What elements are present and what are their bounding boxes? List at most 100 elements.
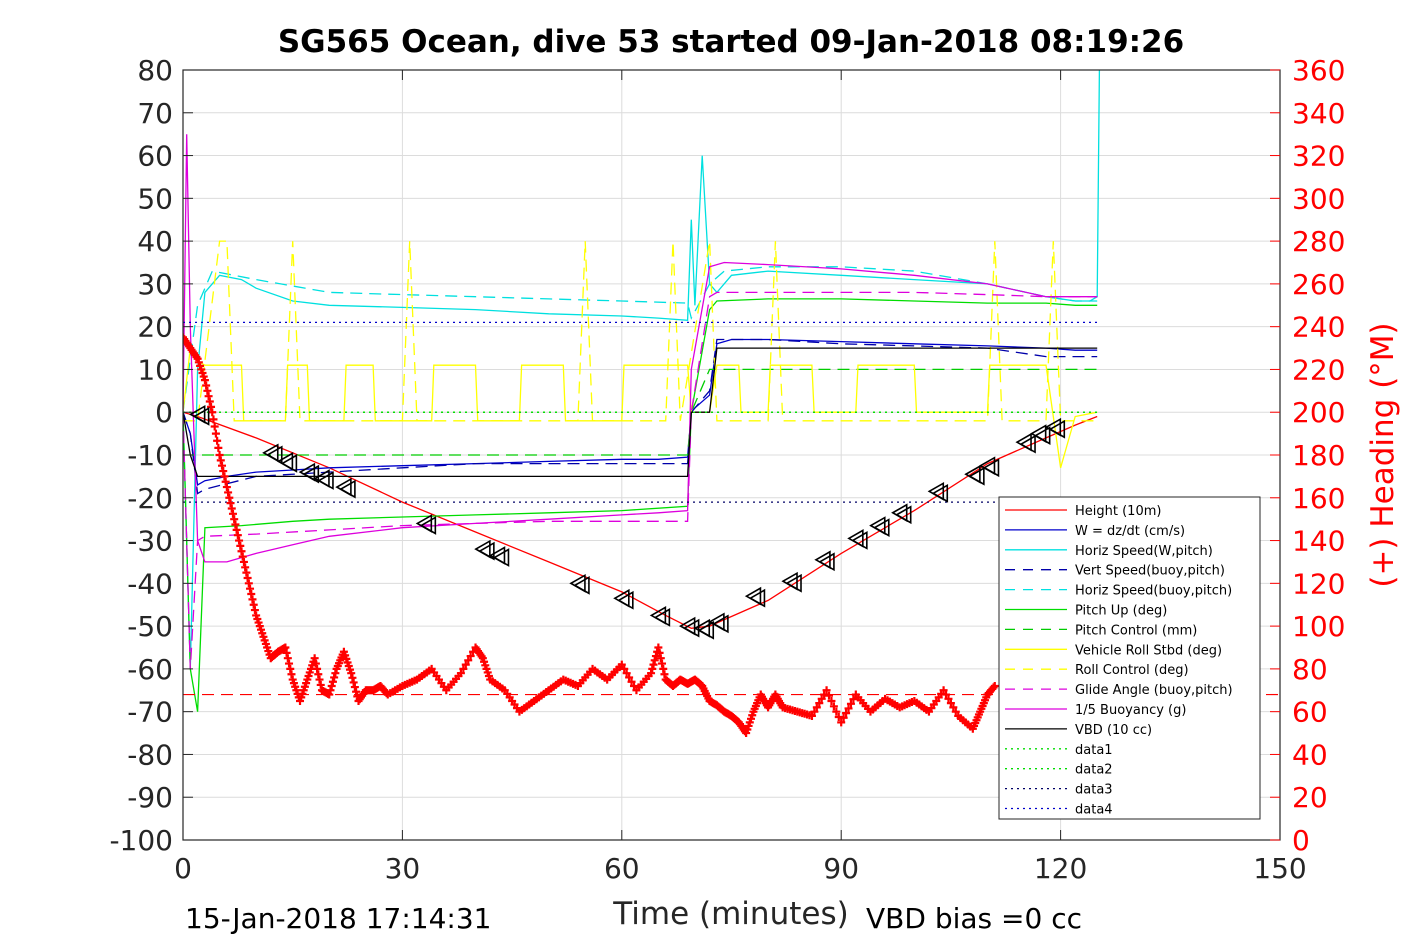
series-layer	[183, 70, 1280, 712]
heading-point	[219, 467, 228, 476]
heading-point	[202, 381, 211, 390]
heading-point	[236, 541, 245, 550]
x-axis-tick-labels: 0 30 60 90 120 150	[174, 852, 1307, 885]
heading-point	[237, 547, 246, 556]
right-tick-label: 240	[1292, 311, 1345, 344]
legend-entry-label: data2	[1075, 763, 1113, 778]
waypoint-marker	[1048, 419, 1066, 439]
heading-point	[654, 643, 663, 652]
right-tick-label: 320	[1292, 140, 1345, 173]
heading-point	[227, 504, 236, 513]
waypoint-marker	[317, 471, 334, 490]
waypoint-marker	[712, 614, 729, 634]
heading-point	[200, 376, 209, 385]
heading-point	[990, 682, 999, 690]
heading-point	[315, 675, 324, 684]
heading-point	[625, 673, 634, 682]
heading-point	[242, 568, 251, 577]
waypoint-marker	[653, 608, 671, 627]
heading-point	[249, 600, 258, 609]
legend-entry-label: Horiz Speed(buoy,pitch)	[1075, 584, 1232, 599]
legend-entry-label: data1	[1075, 743, 1113, 758]
waypoint-marker	[573, 575, 590, 595]
heading-point	[348, 673, 357, 682]
right-tick-label: 80	[1292, 653, 1328, 686]
heading-point	[812, 703, 821, 712]
waypoint-marker	[982, 458, 1000, 478]
waypoint-marker	[1034, 426, 1051, 445]
series-line-4	[183, 266, 1098, 413]
heading-point	[247, 590, 256, 599]
waypoint-marker	[895, 505, 912, 525]
heading-point	[837, 718, 846, 727]
series-line-8	[183, 240, 1098, 422]
heading-point	[316, 680, 325, 689]
heading-point	[939, 686, 948, 695]
waypoint-marker	[968, 466, 985, 486]
legend-entry-label: Vehicle Roll Stbd (deg)	[1075, 643, 1222, 658]
heading-point	[655, 648, 664, 657]
x-tick-label: 30	[385, 852, 421, 885]
heading-point	[310, 654, 319, 663]
heading-point	[235, 536, 244, 545]
left-tick-label: 40	[137, 225, 173, 258]
right-axis-tick-labels: 3603403203002802602402202001801601401201…	[1292, 54, 1345, 857]
heading-point	[313, 664, 322, 673]
waypoint-marker	[748, 588, 766, 608]
left-tick-label: 30	[137, 268, 173, 301]
heading-point	[287, 670, 296, 679]
chart-title: SG565 Ocean, dive 53 started 09-Jan-2018…	[278, 24, 1184, 60]
series-line-1	[183, 338, 1098, 486]
heading-point	[839, 713, 848, 722]
heading-point	[815, 699, 824, 708]
legend: Height (10m) W = dz/dt (cm/s) Horiz Speed(…	[998, 496, 1261, 820]
heading-point	[649, 660, 658, 669]
heading-point	[331, 669, 340, 678]
legend-entry-label: Vert Speed(buoy,pitch)	[1075, 564, 1225, 579]
heading-point	[208, 408, 217, 417]
heading-point	[459, 664, 468, 673]
left-tick-label: -70	[127, 696, 173, 729]
waypoint-marker	[931, 483, 949, 503]
legend-entry-label: Pitch Control (mm)	[1075, 623, 1197, 638]
heading-point	[620, 664, 629, 673]
series-line-10	[183, 134, 1098, 563]
heading-point	[250, 606, 259, 615]
heading-point	[209, 415, 218, 424]
heading-point	[949, 703, 958, 712]
heading-point	[327, 682, 336, 690]
heading-point	[210, 422, 219, 431]
heading-point	[842, 709, 851, 718]
x-axis-label: Time (minutes)	[612, 896, 848, 932]
legend-entry-label: Pitch Up (deg)	[1075, 604, 1167, 619]
right-tick-label: 280	[1292, 225, 1345, 258]
heading-point	[211, 429, 220, 438]
heading-point	[647, 669, 656, 678]
waypoint-marker	[302, 464, 320, 484]
x-tick-label: 150	[1253, 852, 1306, 885]
waypoint-marker	[697, 620, 715, 640]
heading-point	[314, 670, 323, 679]
heading-point	[233, 531, 242, 540]
heading-point	[205, 397, 214, 406]
heading-point	[244, 579, 253, 588]
heading-point	[328, 677, 337, 686]
heading-point	[946, 699, 955, 708]
legend-entry-label: 1/5 Buoyancy (g)	[1075, 703, 1186, 718]
heading-point	[281, 643, 290, 652]
x-tick-label: 0	[174, 852, 192, 885]
heading-point	[656, 654, 665, 663]
heading-point	[951, 707, 960, 716]
waypoint-marker	[492, 548, 510, 567]
right-tick-label: 20	[1292, 781, 1328, 814]
waypoint-marker	[818, 552, 835, 572]
heading-point	[228, 509, 237, 518]
heading-point	[807, 711, 816, 720]
heading-point	[810, 707, 819, 716]
vbd-bias-label: VBD bias =0 cc	[866, 902, 1082, 935]
left-tick-label: -10	[127, 439, 173, 472]
heading-point	[239, 557, 248, 566]
heading-point	[230, 515, 239, 524]
heading-point	[658, 659, 667, 668]
